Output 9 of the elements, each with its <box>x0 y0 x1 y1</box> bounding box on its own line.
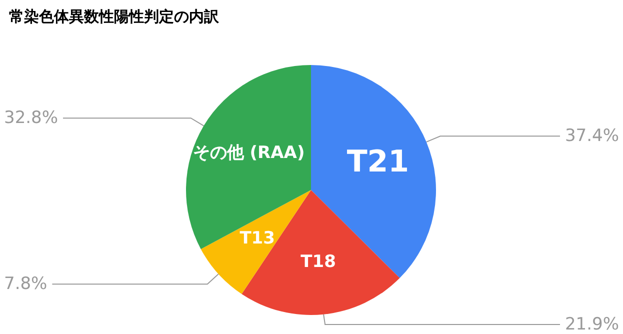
slice-label: T18 <box>300 252 336 272</box>
data-label: 21.9% <box>564 314 619 334</box>
data-label: 32.8% <box>4 108 58 128</box>
data-label: 37.4% <box>564 126 619 146</box>
data-label: 7.8% <box>4 274 48 294</box>
slice-label: T13 <box>240 228 275 249</box>
chart-title: 常染色体異数性陽性判定の内訳 <box>9 8 220 26</box>
slice-label: T21 <box>346 144 410 180</box>
slice-label: その他 (RAA) <box>192 142 305 163</box>
